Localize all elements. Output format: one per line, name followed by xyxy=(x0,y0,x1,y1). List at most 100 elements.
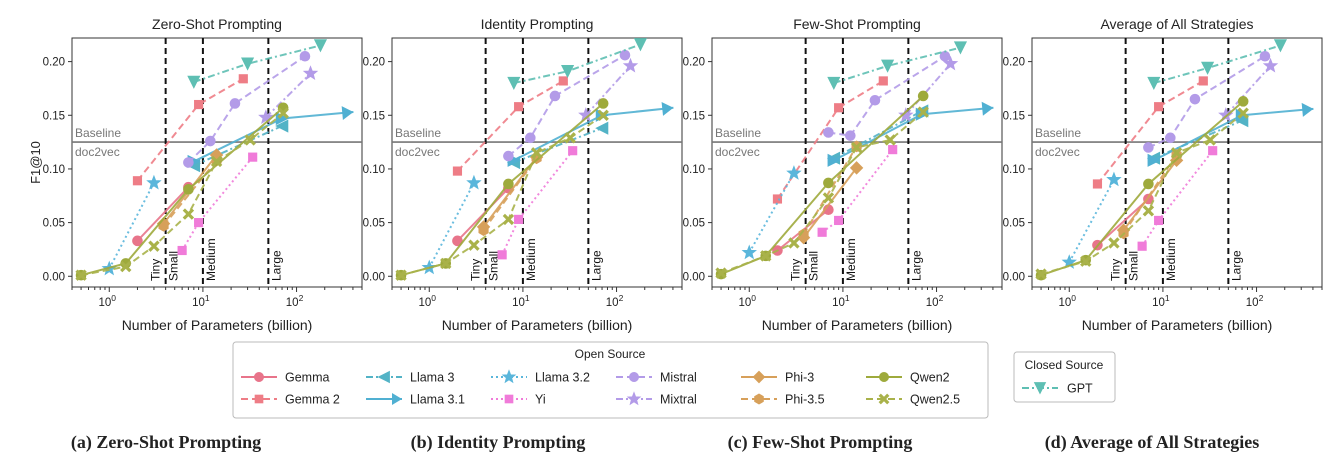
series-gpt xyxy=(1147,39,1288,90)
y-tick-label: 0.05 xyxy=(683,218,705,230)
data-point xyxy=(313,39,328,53)
x-stroke xyxy=(75,269,87,281)
series-mixtral xyxy=(898,55,959,122)
series-yi xyxy=(177,152,258,256)
data-point xyxy=(760,250,772,262)
data-point xyxy=(942,55,959,71)
data-point xyxy=(1273,39,1288,53)
data-point xyxy=(898,107,914,122)
legend-label: Qwen2 xyxy=(910,371,950,385)
legend-marker xyxy=(879,372,889,382)
x-tick-exponent: 2 xyxy=(619,293,624,303)
x-tick-label: 100 xyxy=(98,293,116,309)
size-bin-label: Small xyxy=(807,251,821,281)
series-yi xyxy=(817,145,898,237)
legend-marker xyxy=(629,372,639,382)
size-bin-label: Tiny xyxy=(149,259,163,281)
data-point xyxy=(238,74,248,84)
x-axis-label: Number of Parameters (billion) xyxy=(1082,317,1273,333)
data-point xyxy=(248,152,258,162)
data-point xyxy=(440,257,452,270)
caption-a: (a) Zero-Shot Prompting xyxy=(70,432,262,452)
legend-item: Llama 3 xyxy=(366,371,455,385)
x-stroke xyxy=(884,134,896,146)
data-point xyxy=(497,250,507,260)
legend-marker xyxy=(754,393,764,405)
doc2vec-label: doc2vec xyxy=(715,145,760,159)
y-axis-label: F1@10 xyxy=(28,141,43,184)
data-point xyxy=(1092,179,1103,189)
data-point xyxy=(597,98,609,109)
data-point xyxy=(210,155,223,168)
x-tick-exponent: 2 xyxy=(939,293,944,303)
doc2vec-label: doc2vec xyxy=(395,145,440,159)
series-gemma-2 xyxy=(772,76,888,204)
data-point xyxy=(194,99,204,110)
x-stroke xyxy=(715,267,727,279)
size-bin-label: Tiny xyxy=(789,259,803,281)
data-point xyxy=(341,106,354,121)
data-point xyxy=(661,101,674,116)
y-tick-label: 0.00 xyxy=(363,271,385,283)
y-tick-label: 0.10 xyxy=(1003,164,1025,176)
x-tick-label: 101 xyxy=(192,293,210,309)
data-point xyxy=(884,134,896,146)
legend-marker xyxy=(878,393,890,405)
data-point xyxy=(1143,178,1154,190)
data-point xyxy=(132,176,143,186)
data-point xyxy=(788,237,800,249)
data-point xyxy=(622,57,639,73)
size-bin-label: Tiny xyxy=(469,259,483,281)
data-point xyxy=(834,215,844,226)
series-line xyxy=(905,63,952,116)
legend-item: Gemma 2 xyxy=(241,393,340,407)
series-yi xyxy=(497,146,578,260)
size-bin-label: Large xyxy=(589,250,603,281)
size-bin-label: Medium xyxy=(524,238,538,281)
series-line xyxy=(136,77,244,182)
data-point xyxy=(1198,76,1208,86)
series-gemma-2 xyxy=(132,74,248,186)
data-point xyxy=(530,147,543,159)
data-point xyxy=(568,146,578,156)
data-point xyxy=(772,194,783,204)
y-tick-label: 0.10 xyxy=(43,164,65,176)
chart-panel-3: Average of All Strategies Baseline doc2vec… xyxy=(1003,16,1323,333)
x-tick-exponent: 1 xyxy=(1165,293,1170,303)
series-llama-3-2 xyxy=(741,165,802,260)
x-tick-label: 102 xyxy=(286,293,304,309)
data-point xyxy=(1142,205,1155,217)
chart-panel-2: Few-Shot Prompting Baseline doc2vec Tiny Sma… xyxy=(683,16,1003,333)
data-point xyxy=(917,106,929,118)
legend-label: GPT xyxy=(1067,382,1093,396)
series-line xyxy=(802,167,858,239)
data-point xyxy=(619,49,631,61)
data-point xyxy=(850,141,863,154)
size-bin-label: Large xyxy=(909,250,923,281)
data-point xyxy=(502,213,515,226)
x-stroke xyxy=(917,106,929,118)
data-point xyxy=(1170,147,1183,159)
legend-title: Open Source xyxy=(575,347,646,361)
data-point xyxy=(244,134,256,146)
data-point xyxy=(514,214,524,224)
legend-marker xyxy=(504,394,514,404)
series-mistral xyxy=(183,50,311,168)
baseline-label: Baseline xyxy=(395,126,441,140)
data-point xyxy=(229,98,241,109)
data-point xyxy=(205,135,216,147)
data-point xyxy=(452,166,463,176)
panel-title: Few-Shot Prompting xyxy=(793,16,921,32)
legend-marker xyxy=(501,369,517,384)
data-point xyxy=(1262,57,1279,73)
data-point xyxy=(849,161,864,175)
data-point xyxy=(302,65,319,80)
data-point xyxy=(194,218,204,228)
x-stroke xyxy=(564,132,576,144)
series-line xyxy=(181,156,254,252)
x-axis-label: Number of Parameters (billion) xyxy=(442,317,633,333)
x-stroke xyxy=(395,269,407,281)
series-line xyxy=(428,182,475,269)
legend-label: Phi-3 xyxy=(785,371,814,385)
